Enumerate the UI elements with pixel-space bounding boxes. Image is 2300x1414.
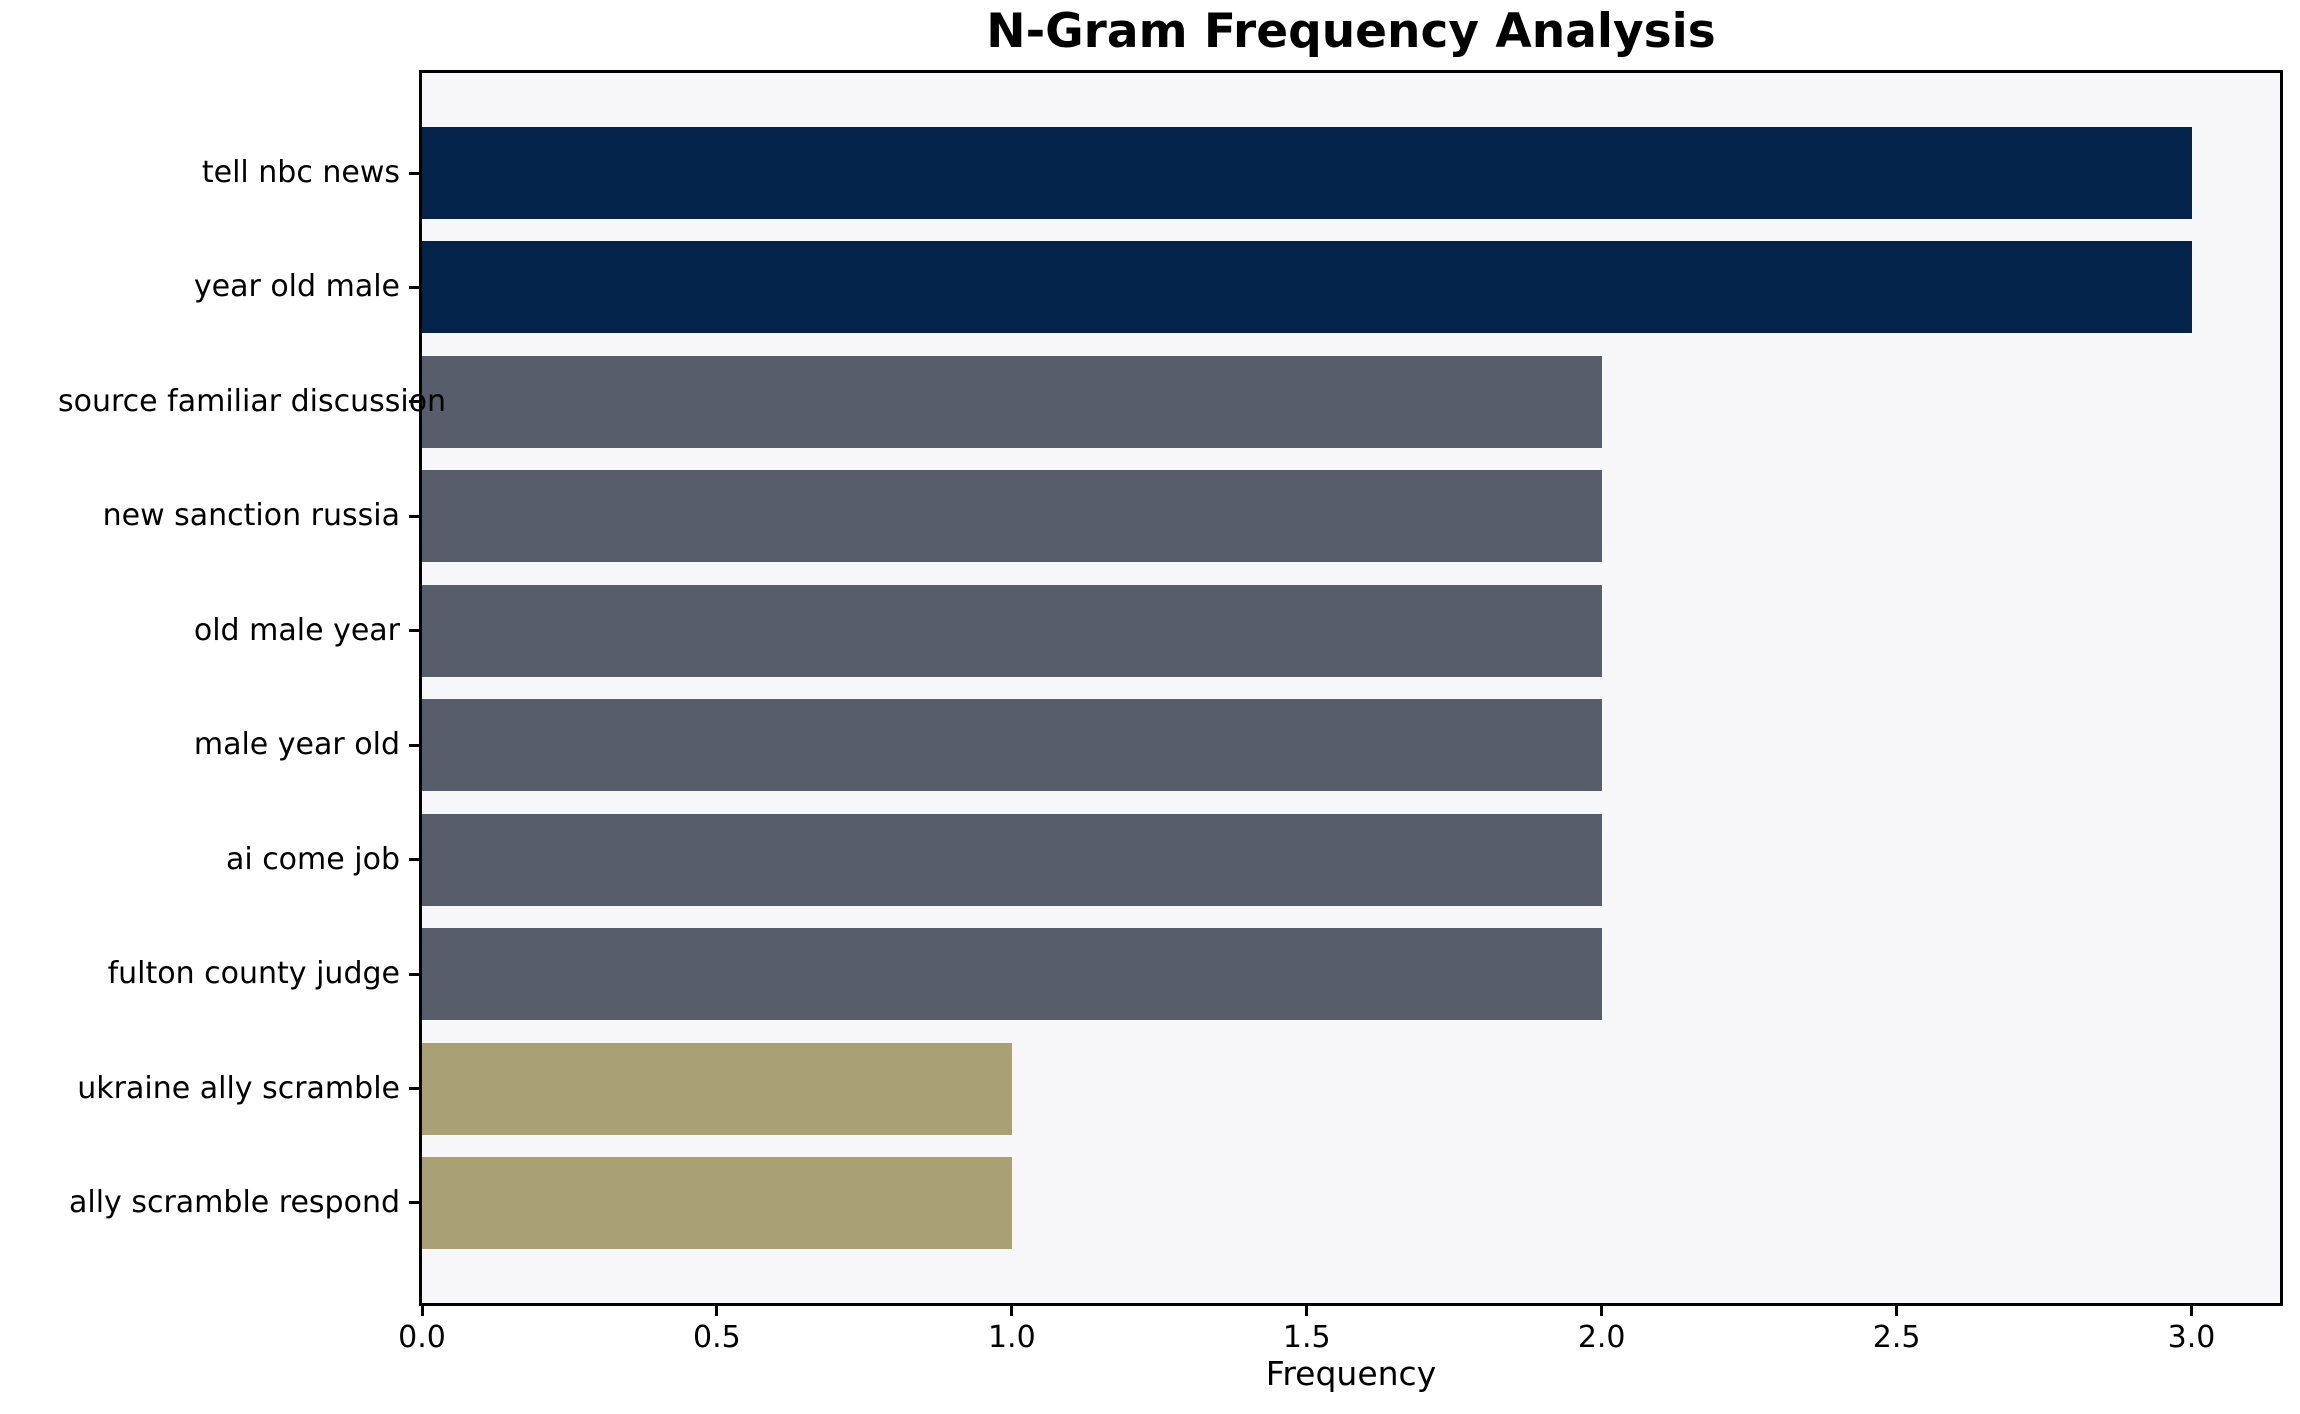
bar [422,241,2192,334]
bar [422,470,1602,563]
y-tick-mark [409,1087,419,1091]
x-tick-mark [1305,1306,1309,1316]
x-tick-mark [1600,1306,1604,1316]
y-tick-label: ukraine ally scramble [77,1070,400,1106]
bar [422,699,1602,792]
x-axis-label: Frequency [1265,1354,1437,1393]
bar [422,127,2192,219]
y-tick-mark [409,743,419,747]
x-tick-mark [1010,1306,1014,1316]
y-tick-mark [409,285,419,289]
plot-area [419,70,2283,1306]
x-tick-mark [420,1306,424,1316]
y-tick-mark [409,400,419,404]
y-tick-label: year old male [193,269,400,305]
bar [422,1042,1012,1135]
bar [422,584,1602,677]
x-tick-label: 2.0 [1577,1320,1626,1355]
y-tick-mark [409,858,419,862]
y-tick-mark [409,972,419,976]
bar [422,1156,1012,1249]
x-tick-label: 0.5 [693,1320,741,1355]
x-tick-mark [2190,1306,2194,1316]
bar [422,813,1602,906]
x-tick-label: 2.5 [1872,1320,1921,1355]
y-tick-label: fulton county judge [107,956,400,992]
x-tick-mark [1895,1306,1899,1316]
x-tick-label: 0.0 [398,1320,446,1355]
y-tick-label: new sanction russia [102,498,400,534]
bar [422,355,1602,448]
y-tick-label: male year old [193,727,400,763]
x-tick-label: 1.5 [1282,1320,1331,1355]
y-tick-label: source familiar discussion [58,383,447,419]
chart-title: N-Gram Frequency Analysis [986,4,1716,59]
y-tick-mark [409,629,419,633]
y-tick-mark [409,514,419,518]
x-tick-label: 3.0 [2167,1320,2216,1355]
bar [422,928,1602,1021]
x-tick-label: 1.0 [987,1320,1036,1355]
y-tick-mark [409,1201,419,1205]
y-tick-mark [409,171,419,175]
y-tick-label: ai come job [225,841,400,877]
y-tick-label: tell nbc news [201,155,400,190]
x-tick-mark [715,1306,719,1316]
y-tick-label: old male year [193,612,400,648]
y-tick-label: ally scramble respond [69,1184,400,1220]
